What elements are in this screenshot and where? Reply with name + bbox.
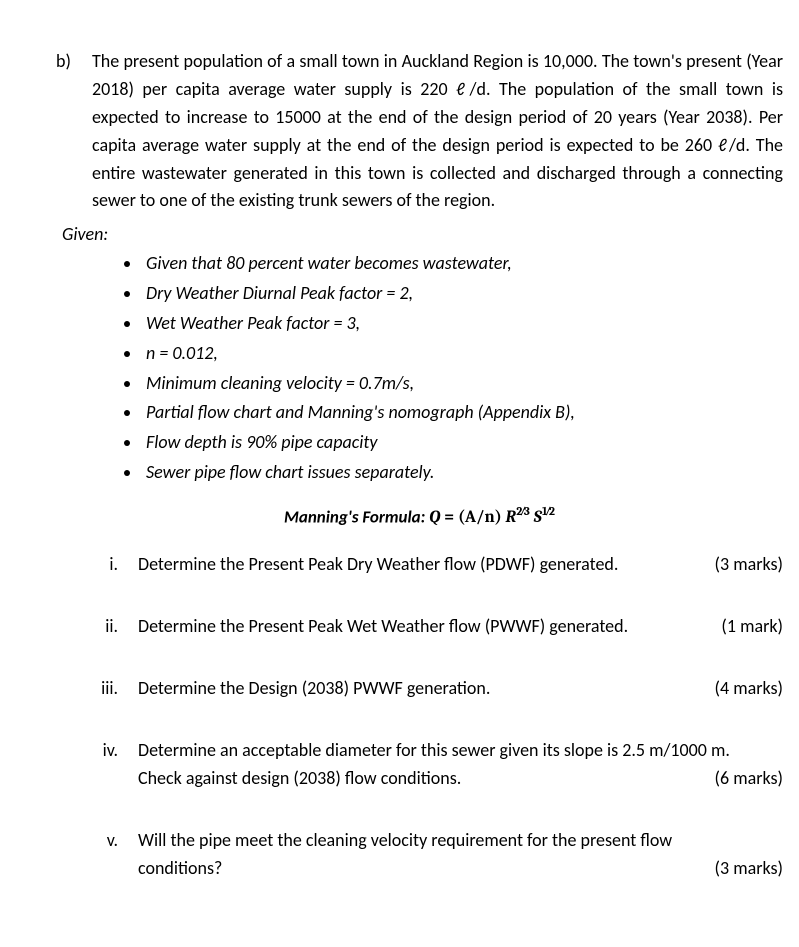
manning-formula: Manning's Formula: Q = (A/n) R2⁄3 S1⁄2	[56, 505, 783, 528]
formula-prefix: Manning's Formula:	[284, 506, 429, 527]
sub-question-iv: iv. Determine an acceptable diameter for…	[82, 737, 783, 793]
question-line: conditions?	[138, 855, 222, 883]
sub-question-iii: iii. Determine the Design (2038) PWWF ge…	[82, 675, 783, 703]
question-b: b) The present population of a small tow…	[56, 48, 783, 215]
item-text: The present population of a small town i…	[92, 48, 783, 215]
list-item: Flow depth is 90% pipe capacity	[142, 428, 783, 457]
marks: (3 marks)	[703, 855, 783, 883]
var-q: Q	[429, 508, 440, 527]
formula-math: Q = (A/n) R2⁄3 S1⁄2	[429, 508, 555, 527]
given-heading: Given:	[62, 223, 783, 245]
list-item: Wet Weather Peak factor = 3,	[142, 309, 783, 338]
roman-label: v.	[82, 827, 138, 883]
question-line: Determine the Design (2038) PWWF generat…	[138, 675, 490, 703]
list-item: Sewer pipe flow chart issues separately.	[142, 458, 783, 487]
item-label: b)	[56, 48, 92, 215]
roman-label: iii.	[82, 675, 138, 703]
list-item: Minimum cleaning velocity = 0.7m/s,	[142, 369, 783, 398]
s-exponent: 1⁄2	[542, 504, 555, 518]
page-root: b) The present population of a small tow…	[0, 0, 799, 947]
question-text: Will the pipe meet the cleaning velocity…	[138, 827, 783, 883]
marks	[771, 737, 783, 765]
list-item: n = 0.012,	[142, 339, 783, 368]
marks: (3 marks)	[703, 551, 783, 579]
var-r: R	[506, 508, 517, 527]
question-text: Determine the Present Peak Wet Weather f…	[138, 613, 783, 641]
question-text: Determine the Present Peak Dry Weather f…	[138, 551, 783, 579]
question-text: Determine the Design (2038) PWWF generat…	[138, 675, 783, 703]
question-line: Determine the Present Peak Wet Weather f…	[138, 613, 628, 641]
list-item: Partial flow chart and Manning's nomogra…	[142, 398, 783, 427]
roman-label: i.	[82, 551, 138, 579]
question-line: Determine the Present Peak Dry Weather f…	[138, 551, 618, 579]
list-item: Dry Weather Diurnal Peak factor = 2,	[142, 279, 783, 308]
given-list: Given that 80 percent water becomes wast…	[56, 249, 783, 486]
list-item: Given that 80 percent water becomes wast…	[142, 249, 783, 278]
question-line: Determine an acceptable diameter for thi…	[138, 737, 730, 765]
a-over-n: (A/n)	[458, 508, 506, 527]
sub-question-i: i. Determine the Present Peak Dry Weathe…	[82, 551, 783, 579]
r-exponent: 2⁄3	[516, 504, 530, 518]
question-text: Determine an acceptable diameter for thi…	[138, 737, 783, 793]
sub-question-ii: ii. Determine the Present Peak Wet Weath…	[82, 613, 783, 641]
roman-label: iv.	[82, 737, 138, 793]
question-line: Will the pipe meet the cleaning velocity…	[138, 827, 672, 855]
marks: (1 mark)	[709, 613, 783, 641]
marks	[771, 827, 783, 855]
marks: (4 marks)	[703, 675, 783, 703]
question-line: Check against design (2038) flow conditi…	[138, 765, 461, 793]
var-s: S	[530, 508, 542, 527]
marks: (6 marks)	[703, 765, 783, 793]
eq-sign: =	[440, 508, 458, 527]
sub-questions: i. Determine the Present Peak Dry Weathe…	[56, 551, 783, 882]
sub-question-v: v. Will the pipe meet the cleaning veloc…	[82, 827, 783, 883]
roman-label: ii.	[82, 613, 138, 641]
